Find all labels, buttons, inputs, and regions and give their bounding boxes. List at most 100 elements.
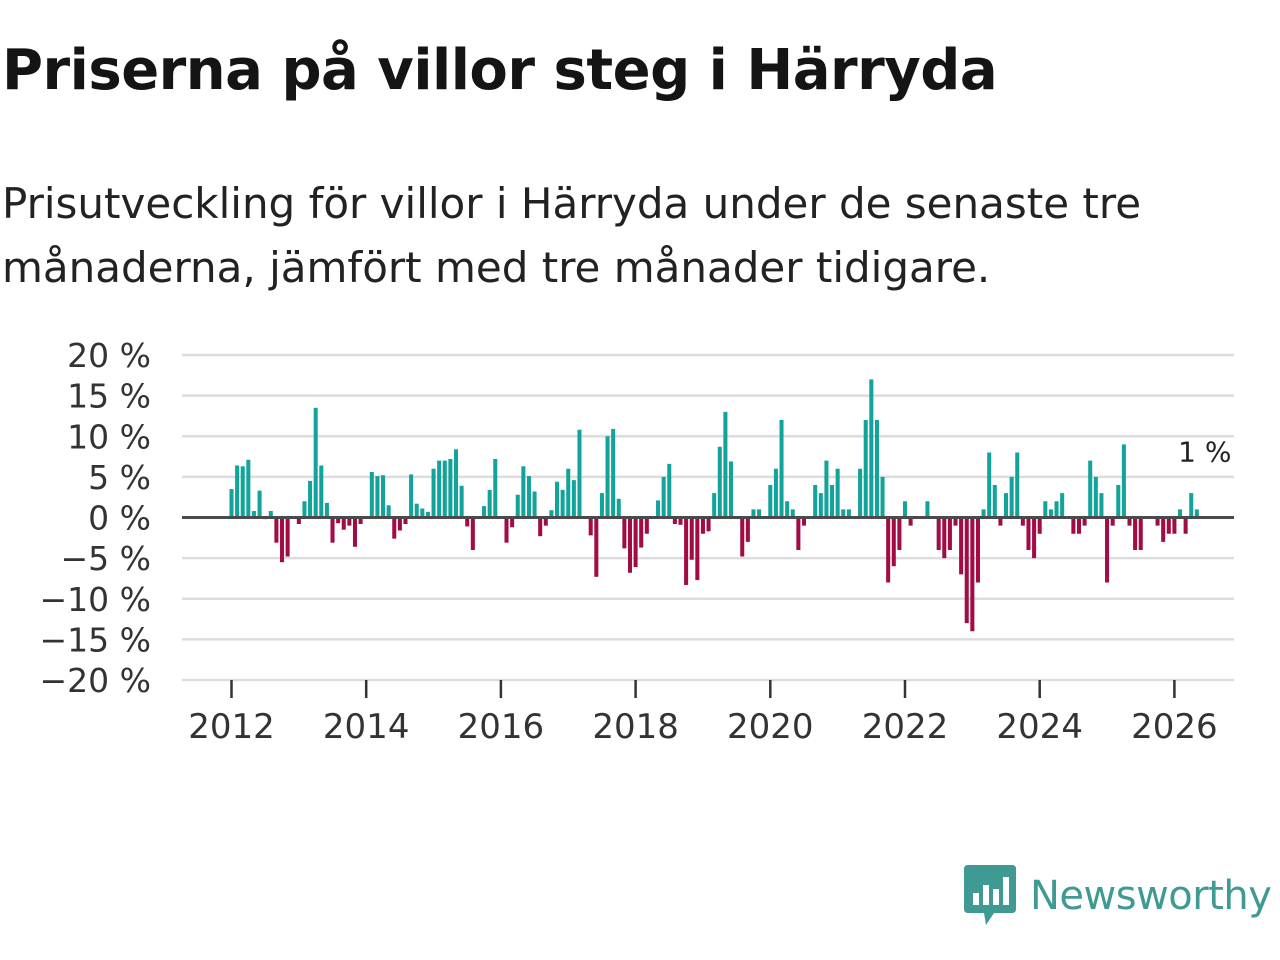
bar	[235, 465, 240, 518]
bar	[661, 476, 666, 518]
bar	[448, 459, 453, 518]
x-tick-label: 2026	[1131, 707, 1218, 747]
bar	[285, 517, 290, 557]
bar	[605, 436, 610, 518]
bar	[1037, 517, 1042, 534]
bar	[975, 517, 980, 583]
last-value-label: 1 %	[1178, 435, 1231, 468]
bar	[712, 493, 717, 518]
bar	[908, 517, 913, 526]
bar	[678, 517, 683, 525]
bar	[751, 509, 756, 518]
bar	[1116, 485, 1121, 518]
y-axis-labels: 20 %15 %10 %5 %0 %−5 %−10 %−15 %−20 %	[40, 336, 152, 700]
x-tick-label: 2024	[996, 707, 1083, 747]
bar	[313, 407, 318, 518]
bars	[229, 379, 1199, 632]
bar	[1060, 493, 1065, 518]
bar	[381, 475, 386, 518]
bar	[706, 517, 711, 532]
bar	[1093, 476, 1098, 518]
bar	[689, 517, 694, 560]
bar	[886, 517, 891, 583]
bar	[1076, 517, 1082, 534]
bar	[796, 517, 801, 550]
bar	[453, 449, 459, 518]
bar	[392, 517, 397, 539]
bar	[846, 509, 851, 518]
bar	[728, 461, 734, 518]
bar	[880, 476, 885, 518]
bar	[510, 517, 515, 528]
bar	[251, 511, 256, 518]
bar	[240, 466, 245, 518]
bar	[992, 485, 997, 518]
bar	[1015, 452, 1020, 518]
bar	[324, 502, 329, 518]
brand-name: Newsworthy	[1030, 873, 1272, 919]
bar	[813, 485, 818, 518]
bar	[543, 517, 548, 526]
bar	[616, 498, 621, 518]
bar	[566, 468, 571, 518]
bar	[319, 465, 324, 518]
chart-subtitle: Prisutveckling för villor i Härryda unde…	[2, 179, 1142, 292]
x-tick-label: 2014	[323, 707, 410, 747]
bar	[442, 460, 447, 518]
bar	[902, 501, 908, 518]
x-tick-label: 2020	[727, 707, 814, 747]
bar	[341, 517, 346, 530]
bar	[874, 420, 879, 518]
bar	[1177, 509, 1183, 518]
x-axis-ticks	[230, 680, 1176, 698]
bar	[268, 511, 273, 518]
bar	[420, 508, 425, 518]
bar	[397, 517, 402, 531]
bar	[740, 517, 745, 557]
bar	[801, 517, 806, 526]
bar	[1020, 517, 1025, 526]
bar	[538, 517, 543, 537]
bar	[863, 420, 868, 518]
bar	[375, 476, 380, 518]
bar	[1161, 517, 1166, 542]
bar	[470, 517, 475, 550]
bar	[493, 459, 498, 518]
bar	[577, 429, 582, 518]
bar	[970, 517, 975, 632]
bar	[414, 503, 419, 518]
bar	[627, 517, 633, 573]
x-tick-label: 2016	[458, 707, 545, 747]
bar	[302, 501, 307, 518]
bar	[1043, 501, 1048, 518]
bar	[336, 517, 341, 524]
y-tick-label: 10 %	[67, 417, 151, 456]
bar	[229, 489, 234, 518]
y-tick-label: 5 %	[88, 458, 151, 497]
bar	[369, 472, 374, 518]
y-tick-label: 15 %	[67, 377, 151, 416]
bar	[1071, 517, 1076, 534]
bar	[330, 517, 335, 543]
y-tick-label: 20 %	[67, 336, 151, 375]
bar	[1099, 493, 1104, 518]
bar	[1155, 517, 1160, 526]
newsworthy-logo: Newsworthy	[964, 864, 1272, 928]
bar	[549, 510, 554, 518]
bar	[835, 468, 840, 518]
bar	[1082, 517, 1087, 526]
newsworthy-logo-icon	[964, 865, 1016, 925]
bar	[717, 446, 722, 518]
bar	[403, 517, 408, 524]
bar	[644, 517, 649, 534]
bar	[246, 459, 251, 518]
bar	[1009, 476, 1014, 518]
bar	[998, 517, 1003, 526]
bar	[560, 489, 565, 518]
bar	[555, 481, 560, 518]
bar	[723, 411, 728, 518]
bar	[667, 463, 672, 518]
bar	[599, 493, 604, 518]
bar	[1133, 517, 1138, 550]
bar	[745, 517, 750, 542]
